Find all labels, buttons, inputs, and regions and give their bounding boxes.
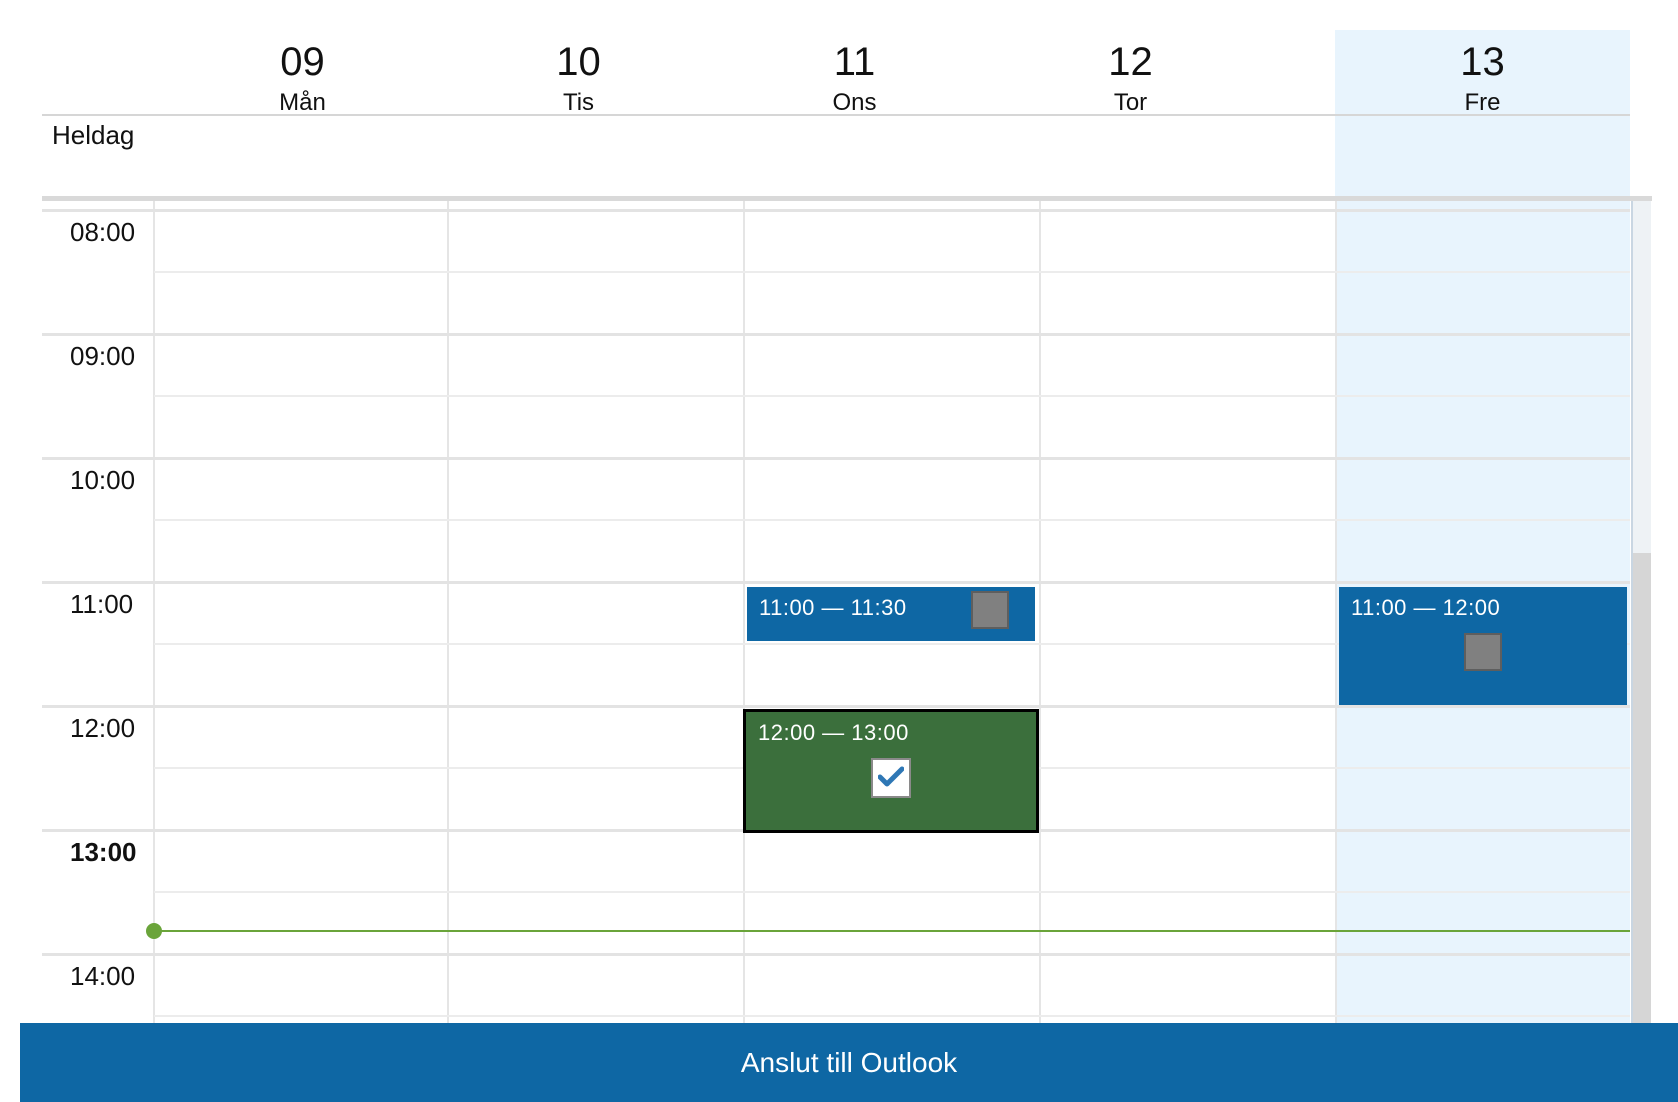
checkmark-icon — [878, 766, 904, 787]
event-wed-1200-1300[interactable]: 12:00 — 13:00 — [743, 709, 1039, 833]
column-divider — [1335, 201, 1337, 1023]
day-number: 12 — [1108, 40, 1153, 84]
column-divider — [153, 201, 155, 1023]
event-checkbox[interactable] — [871, 758, 911, 798]
time-label: 14:00 — [70, 961, 136, 991]
hour-line — [42, 705, 1630, 708]
day-name: Mån — [279, 89, 326, 116]
scrollbar-thumb[interactable] — [1633, 553, 1651, 1023]
half-hour-line — [154, 643, 1630, 645]
event-status-icon[interactable] — [1464, 633, 1502, 671]
half-hour-line — [154, 519, 1630, 521]
event-status-icon[interactable] — [971, 591, 1009, 629]
day-number: 11 — [833, 40, 876, 84]
day-number: 09 — [280, 40, 325, 84]
day-header-mon[interactable]: 09 Mån — [155, 30, 450, 116]
time-label: 12:00 — [70, 713, 136, 743]
event-time: 12:00 — 13:00 — [758, 720, 909, 745]
day-header-fri-today[interactable]: 13 Fre — [1335, 30, 1630, 116]
hour-line — [42, 953, 1630, 956]
half-hour-line — [154, 891, 1630, 893]
all-day-label: Heldag — [52, 120, 135, 150]
column-divider — [1039, 201, 1041, 1023]
time-label: 09:00 — [70, 341, 136, 371]
half-hour-line — [154, 271, 1630, 273]
time-label: 08:00 — [70, 217, 136, 247]
time-label: 10:00 — [70, 465, 136, 495]
all-day-separator — [42, 196, 1652, 201]
hour-line — [42, 333, 1630, 336]
day-name: Tis — [562, 89, 595, 116]
hour-line — [42, 209, 1630, 212]
day-name: Ons — [832, 89, 877, 116]
day-header-thu[interactable]: 12 Tor — [983, 30, 1278, 116]
time-grid[interactable]: 08:00 09:00 10:00 11:00 12:00 13:00 14:0… — [0, 201, 1678, 1023]
header-divider — [42, 114, 1630, 116]
event-time: 11:00 — 11:30 — [759, 595, 907, 620]
column-divider — [743, 201, 745, 1023]
event-wed-1100-1130[interactable]: 11:00 — 11:30 — [747, 587, 1035, 641]
half-hour-line — [154, 1015, 1630, 1017]
event-fri-1100-1200[interactable]: 11:00 — 12:00 — [1339, 587, 1627, 705]
day-number: 10 — [556, 40, 601, 84]
hour-line — [42, 457, 1630, 460]
day-number: 13 — [1460, 40, 1505, 84]
connect-outlook-button[interactable]: Anslut till Outlook — [20, 1023, 1678, 1102]
time-label-current: 13:00 — [70, 837, 137, 867]
column-divider — [447, 201, 449, 1023]
day-name: Tor — [1113, 89, 1148, 116]
hour-line — [42, 581, 1630, 584]
day-header-wed[interactable]: 11 Ons — [707, 30, 1002, 116]
day-header-tue[interactable]: 10 Tis — [431, 30, 726, 116]
day-name: Fre — [1464, 89, 1501, 116]
event-time: 11:00 — 12:00 — [1351, 595, 1501, 620]
now-indicator-line — [154, 930, 1630, 932]
time-label: 11:00 — [70, 589, 134, 619]
half-hour-line — [154, 395, 1630, 397]
